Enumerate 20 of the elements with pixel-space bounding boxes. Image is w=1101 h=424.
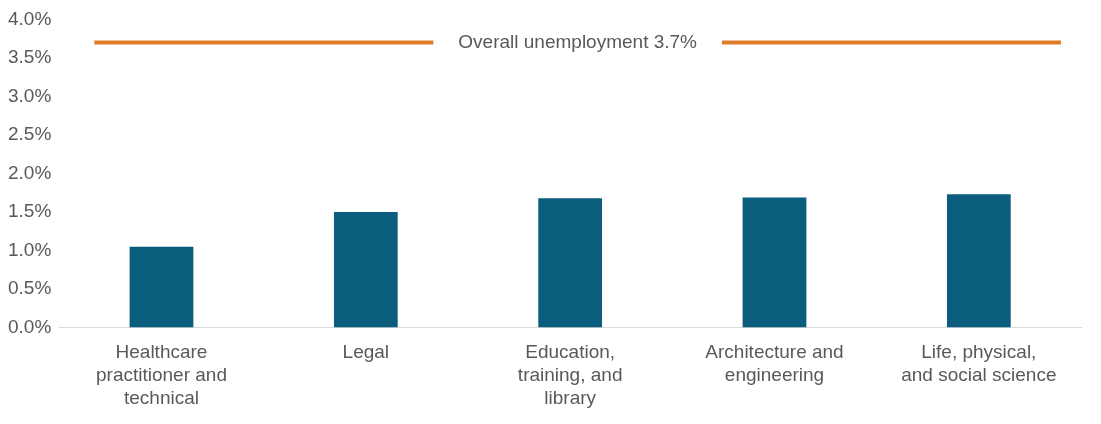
x-tick-label: Life, physical, and social science: [901, 341, 1057, 386]
y-tick-label: 4.0%: [7, 7, 52, 29]
bar: [129, 246, 194, 328]
y-tick-label: 3.0%: [7, 84, 52, 106]
bar: [742, 197, 807, 328]
x-tick-label: Architecture and engineering: [705, 341, 844, 386]
x-tick-label: Education, training, and library: [517, 341, 623, 408]
y-tick-label: 0.0%: [7, 315, 52, 337]
y-tick-label: 0.5%: [7, 277, 52, 299]
y-tick-label: 1.5%: [7, 200, 52, 222]
y-tick-label: 2.0%: [7, 161, 52, 183]
ref-line-label: Overall unemployment 3.7%: [458, 30, 698, 52]
y-tick-label: 1.0%: [7, 238, 52, 260]
x-tick-label: Legal: [342, 341, 390, 363]
bar: [946, 194, 1011, 328]
y-tick-label: 2.5%: [7, 123, 52, 145]
y-tick-label: 3.5%: [7, 46, 52, 68]
x-tick-label: Healthcare practitioner and technical: [95, 341, 227, 408]
bar: [538, 198, 603, 328]
bar: [333, 212, 398, 328]
